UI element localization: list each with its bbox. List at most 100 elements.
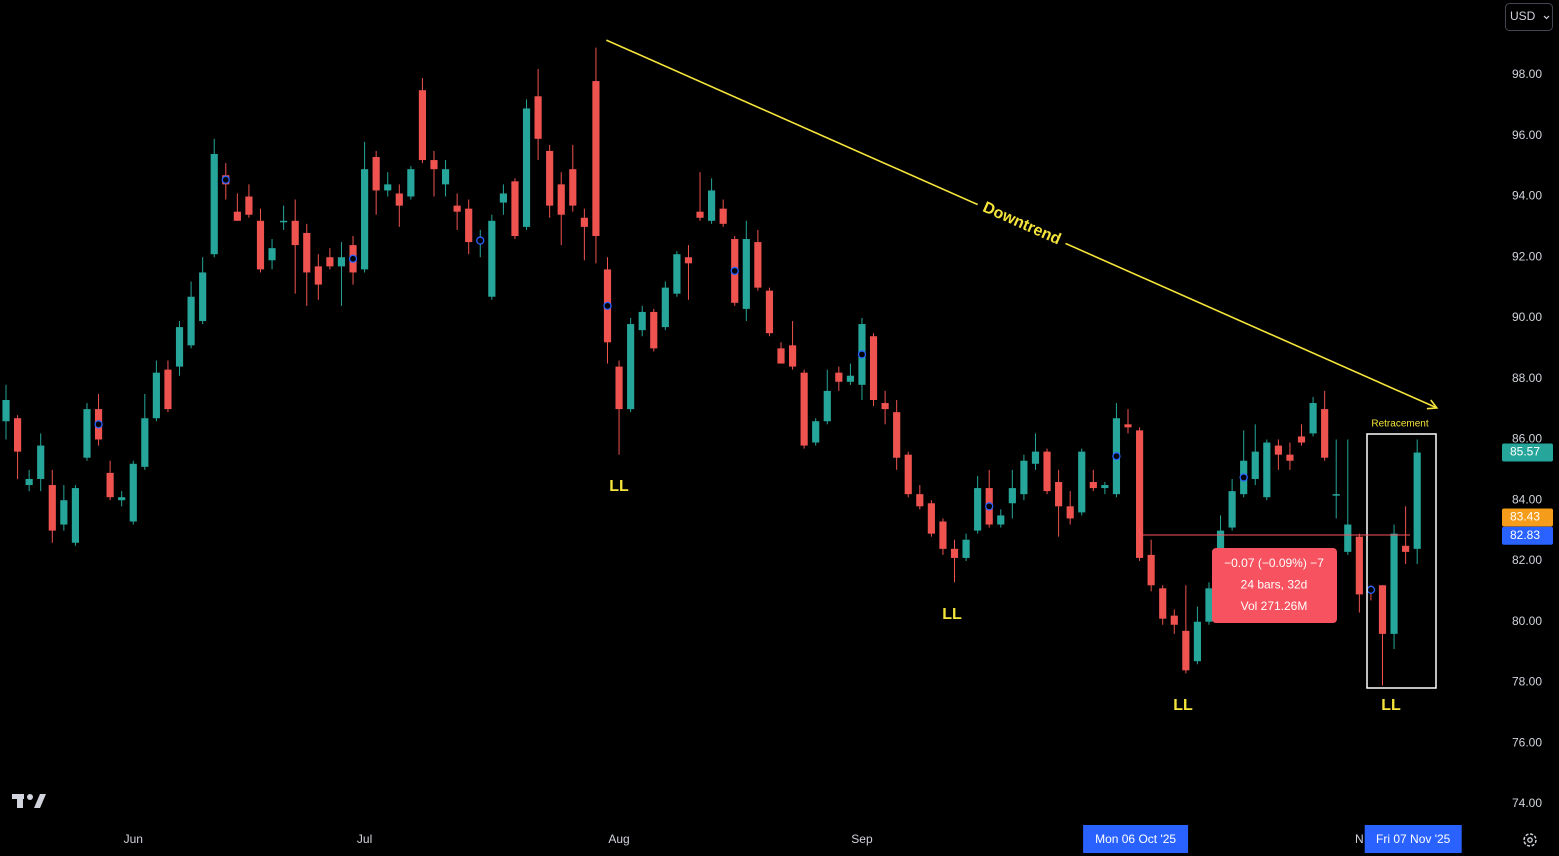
y-tick-label: 86.00 [1512, 432, 1542, 446]
candle-body [534, 96, 542, 139]
candle-body [1332, 494, 1340, 496]
candle-body [395, 193, 403, 206]
candle-body [1020, 460, 1028, 495]
gear-center[interactable] [1527, 837, 1533, 843]
y-tick-label: 76.00 [1512, 735, 1542, 749]
trendline-arrow [1426, 399, 1439, 410]
candle-body [37, 445, 45, 479]
y-tick-label: 98.00 [1512, 67, 1542, 81]
candle-body [1135, 430, 1144, 558]
candle-body [974, 488, 982, 531]
candle-body [118, 497, 126, 501]
candle-body [1321, 409, 1329, 458]
price-label: 83.43 [1510, 510, 1540, 524]
price-label: 85.57 [1510, 445, 1540, 459]
candle-body [1170, 615, 1178, 625]
candle-body [256, 220, 265, 270]
candle-body [141, 418, 149, 467]
candles-layer [2, 47, 1421, 686]
currency-text[interactable]: USD [1510, 9, 1536, 23]
candle-body [1309, 403, 1317, 434]
candle-body [1286, 454, 1294, 461]
candle-body [25, 478, 33, 486]
candle-body [916, 494, 924, 507]
candle-body [372, 157, 380, 191]
logo-part [17, 794, 23, 808]
x-tick-label: N [1355, 832, 1364, 846]
currency-button[interactable]: USD [1505, 3, 1553, 31]
y-tick-label: 84.00 [1512, 492, 1542, 506]
candle-body [1205, 588, 1213, 622]
date-highlight [1364, 825, 1462, 853]
annotation-label: LL [1381, 697, 1401, 714]
candle-body [962, 539, 970, 558]
candle-body [233, 211, 241, 221]
candle-body [557, 184, 565, 215]
annotation-label: LL [609, 478, 629, 495]
currency-button-frame[interactable] [1505, 3, 1553, 31]
candle-body [950, 548, 959, 558]
candle-body [60, 500, 68, 525]
candle-body [71, 488, 80, 543]
candle-body [1263, 442, 1271, 498]
candle-body [1055, 482, 1063, 507]
candle-body [164, 369, 172, 410]
candle-body [800, 372, 808, 446]
measure-box [1212, 548, 1337, 623]
candle-body [1078, 451, 1086, 513]
candle-body [1344, 524, 1352, 552]
candle-body [210, 153, 218, 255]
candle-body [904, 454, 912, 495]
candle-body [1147, 554, 1155, 586]
y-tick-label: 78.00 [1512, 675, 1542, 689]
candle-body [129, 463, 137, 522]
candle-body [869, 336, 878, 401]
y-tick-label: 96.00 [1512, 128, 1542, 142]
candle-body [546, 150, 554, 206]
gear-outline[interactable] [1523, 833, 1537, 847]
candle-body [291, 220, 299, 246]
candle-body [765, 290, 774, 334]
event-marker [1239, 473, 1248, 482]
candle-body [384, 184, 392, 191]
candle-body [499, 193, 507, 203]
candle-body [1159, 588, 1167, 619]
candle-body [361, 169, 369, 270]
measure-text: −0.07 (−0.09%) −7 [1224, 556, 1324, 570]
candle-body [106, 472, 114, 498]
candle-body [835, 372, 843, 382]
candle-body [430, 160, 438, 170]
event-marker [348, 254, 358, 263]
candle-body [1066, 506, 1074, 519]
candle-body [615, 366, 623, 410]
candle-body [881, 403, 889, 410]
candle-body [742, 239, 750, 309]
currency-chevron [1543, 15, 1550, 20]
measure-text: 24 bars, 32d [1241, 578, 1308, 592]
candle-body [1413, 452, 1421, 549]
candle-body [927, 503, 935, 534]
candle-body [754, 242, 762, 288]
candle-body [627, 324, 635, 410]
y-tick-label: 92.00 [1512, 249, 1542, 263]
candle-body [1182, 630, 1190, 671]
y-tick-label: 74.00 [1512, 796, 1542, 810]
annotation-label: LL [942, 606, 962, 623]
candle-body [1228, 491, 1236, 528]
candle-body [1297, 436, 1306, 443]
y-tick-label: 80.00 [1512, 614, 1542, 628]
candle-body [1378, 585, 1387, 634]
candle-body [2, 400, 10, 422]
candle-body [1031, 451, 1040, 464]
settings-button[interactable] [1523, 833, 1537, 847]
candle-body [314, 266, 322, 285]
candle-body [268, 248, 276, 261]
candle-body [580, 217, 588, 227]
event-marker [603, 301, 612, 310]
candle-body [1124, 424, 1132, 428]
candle-body [1008, 488, 1016, 504]
candle-body [326, 257, 334, 267]
retracement-box [1366, 433, 1437, 689]
candle-body [592, 81, 600, 236]
